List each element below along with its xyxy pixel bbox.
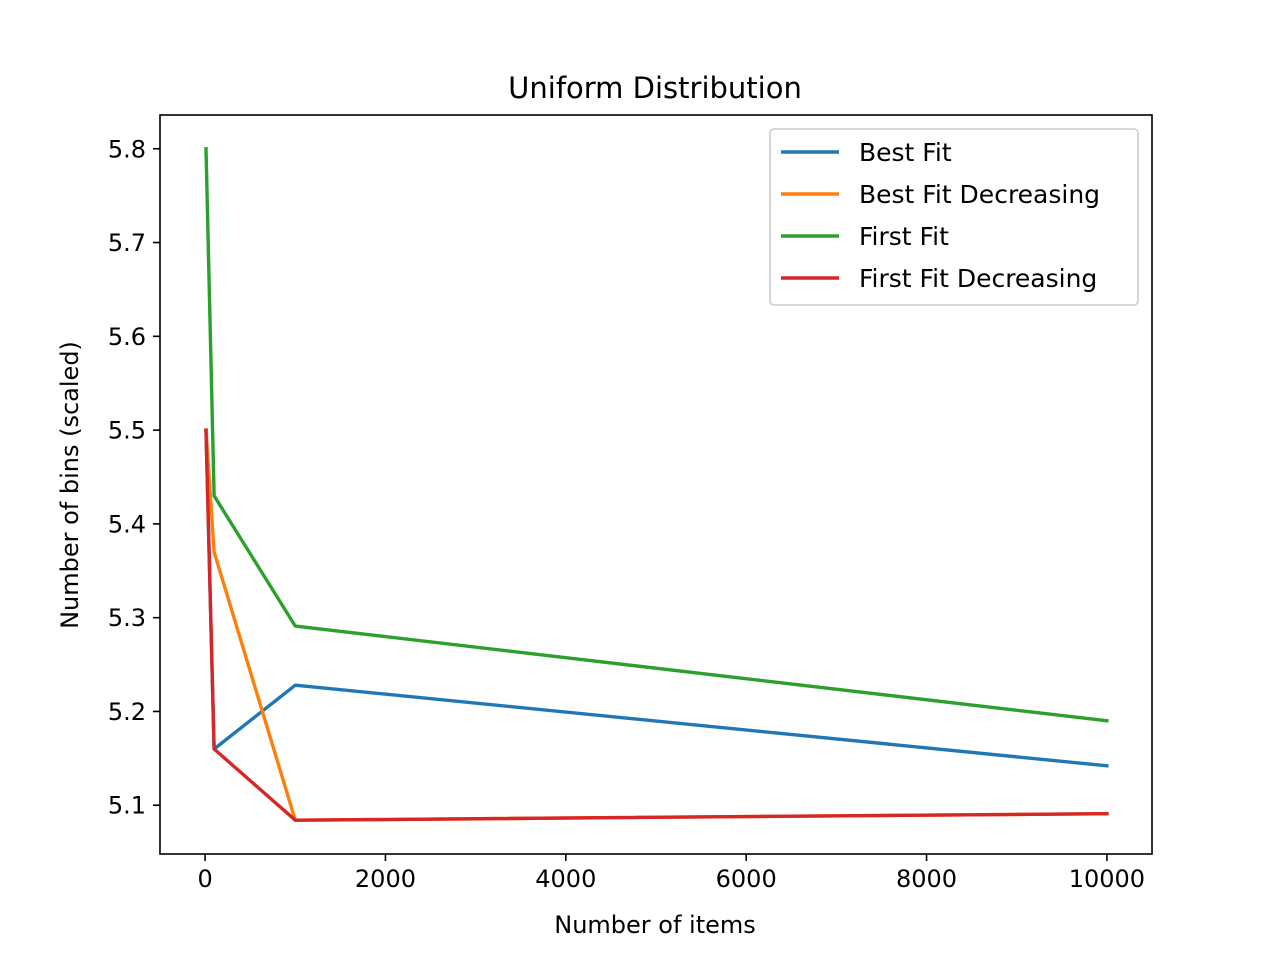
x-tick-label: 6000 [716,865,777,893]
x-tick-label: 2000 [355,865,416,893]
plot-lines [204,147,1109,822]
legend-label-3: First Fit Decreasing [859,264,1097,293]
legend-label-0: Best Fit [859,138,952,167]
legend-label-2: First Fit [859,222,949,251]
x-axis-label: Number of items [554,911,756,939]
y-tick-label: 5.1 [108,792,146,820]
series-line-3 [204,428,1109,822]
x-tick-label: 0 [197,865,212,893]
x-tick-label: 8000 [896,865,957,893]
y-axis-label: Number of bins (scaled) [56,341,84,629]
y-tick-label: 5.4 [108,510,146,538]
legend-label-1: Best Fit Decreasing [859,180,1100,209]
chart-title: Uniform Distribution [508,71,802,105]
plot-area-frame [159,114,1153,855]
x-axis: 0 2000 4000 6000 8000 10000 [197,854,1145,893]
y-tick-label: 5.5 [108,417,146,445]
y-tick-label: 5.2 [108,698,146,726]
y-tick-label: 5.7 [108,229,146,257]
legend: Best Fit Best Fit Decreasing First Fit Firs… [769,128,1139,306]
x-tick-label: 10000 [1069,865,1145,893]
y-axis: 5.1 5.2 5.3 5.4 5.5 5.6 5.7 5.8 [108,135,160,820]
y-tick-label: 5.3 [108,604,146,632]
y-tick-label: 5.6 [108,323,146,351]
legend-frame [769,128,1139,306]
series-line-2 [204,147,1109,723]
x-tick-label: 4000 [535,865,596,893]
y-tick-label: 5.8 [108,135,146,163]
